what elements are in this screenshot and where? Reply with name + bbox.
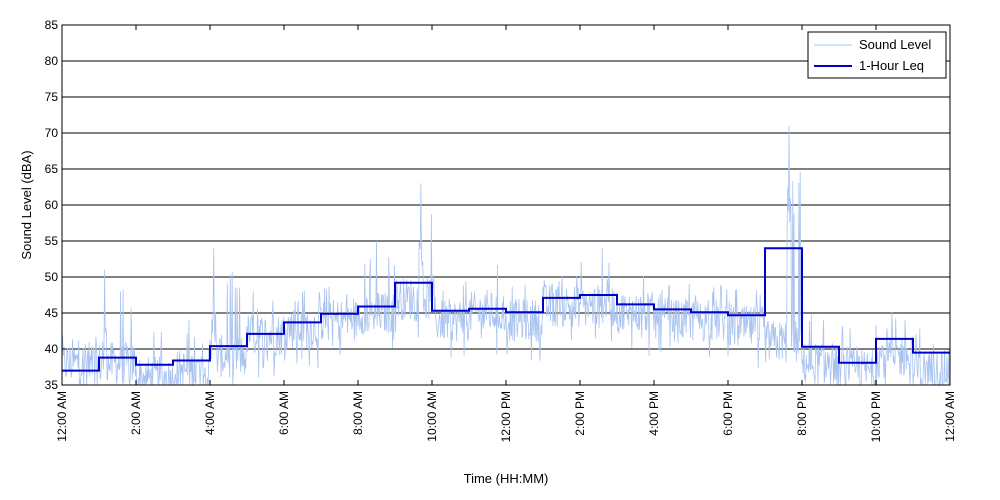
legend-box [807, 31, 947, 79]
x-tick-label: 12:00 AM [55, 391, 69, 442]
legend: Sound Level 1-Hour Leq [807, 31, 947, 79]
legend-label-sound-level: Sound Level [859, 37, 931, 52]
x-axis-title: Time (HH:MM) [464, 471, 549, 486]
x-tick-label: 10:00 PM [869, 391, 883, 442]
y-axis-ticks: 35 40 45 50 55 60 65 70 75 80 85 [45, 18, 950, 392]
y-tick-label: 40 [45, 342, 59, 356]
y-tick-label: 65 [45, 162, 59, 176]
y-tick-label: 70 [45, 126, 59, 140]
x-tick-label: 8:00 AM [351, 391, 365, 435]
y-tick-label: 50 [45, 270, 59, 284]
legend-label-leq: 1-Hour Leq [859, 58, 924, 73]
y-tick-label: 55 [45, 234, 59, 248]
gridlines [62, 60, 950, 350]
y-tick-label: 80 [45, 54, 59, 68]
leq-series [62, 247, 950, 372]
x-tick-label: 12:00 AM [943, 391, 957, 442]
y-tick-label: 75 [45, 90, 59, 104]
x-tick-label: 2:00 PM [573, 391, 587, 436]
x-tick-label: 4:00 PM [647, 391, 661, 436]
x-tick-label: 8:00 PM [795, 391, 809, 436]
x-tick-label: 4:00 AM [203, 391, 217, 435]
x-tick-label: 2:00 AM [129, 391, 143, 435]
y-tick-label: 45 [45, 306, 59, 320]
leq-step-line [62, 247, 950, 372]
x-axis-ticks: 12:00 AM 2:00 AM 4:00 AM 6:00 AM 8:00 AM 10:0… [55, 25, 957, 442]
x-tick-label: 10:00 AM [425, 391, 439, 442]
x-tick-label: 12:00 PM [499, 391, 513, 442]
y-tick-label: 60 [45, 198, 59, 212]
y-tick-label: 85 [45, 18, 59, 32]
x-tick-label: 6:00 PM [721, 391, 735, 436]
x-tick-label: 6:00 AM [277, 391, 291, 435]
y-axis-title: Sound Level (dBA) [19, 150, 34, 259]
y-tick-label: 35 [45, 378, 59, 392]
